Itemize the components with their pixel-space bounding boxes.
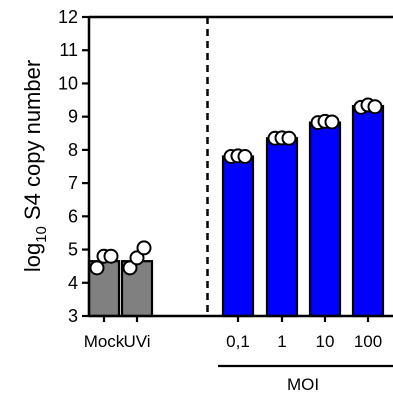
- x-category-label-5: 100: [354, 332, 382, 351]
- y-tick-label-7: 7: [68, 173, 78, 193]
- y-tick-label-3: 3: [68, 306, 78, 326]
- data-point-0-2: [103, 248, 119, 264]
- x-category-label-0: Mock: [84, 332, 125, 351]
- y-tick-label-8: 8: [68, 140, 78, 160]
- y-tick-label-9: 9: [68, 107, 78, 127]
- data-point-2-2: [237, 149, 253, 165]
- x-category-label-3: 1: [277, 332, 286, 351]
- y-tick-label-11: 11: [59, 40, 78, 60]
- data-point-3-2: [281, 130, 297, 146]
- bar-2: [221, 155, 255, 318]
- y-axis-label-subscript: 10: [33, 226, 50, 243]
- y-tick-label-4: 4: [68, 273, 78, 293]
- y-axis-label: log10 S4 copy number: [20, 60, 50, 272]
- data-point-1-1: [129, 250, 145, 266]
- y-tick-label-6: 6: [68, 206, 78, 226]
- y-tick-label-12: 12: [58, 7, 78, 27]
- data-point-0-0: [89, 260, 105, 276]
- data-point-5-2: [367, 99, 383, 115]
- bar-4: [308, 121, 342, 318]
- data-point-4-2: [324, 114, 340, 130]
- group-bracket-label: MOI: [287, 375, 319, 394]
- x-category-label-4: 10: [316, 332, 335, 351]
- x-category-label-2: 0,1: [226, 332, 250, 351]
- y-tick-label-10: 10: [58, 73, 78, 93]
- y-axis-label-rest: S4 copy number: [20, 60, 45, 226]
- bar-5: [351, 104, 385, 318]
- y-axis-label-prefix: log: [20, 243, 45, 272]
- bar-3: [265, 137, 299, 318]
- x-category-label-1: UVi: [123, 332, 150, 351]
- data-point-1-2: [136, 240, 152, 256]
- y-tick-label-5: 5: [68, 240, 78, 260]
- data-point-1-0: [122, 260, 138, 276]
